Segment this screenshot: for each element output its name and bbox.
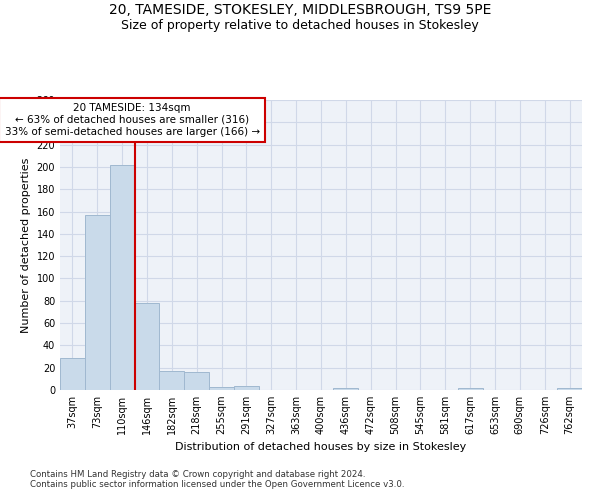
Text: Contains HM Land Registry data © Crown copyright and database right 2024.
Contai: Contains HM Land Registry data © Crown c… <box>30 470 404 490</box>
Y-axis label: Number of detached properties: Number of detached properties <box>21 158 31 332</box>
Bar <box>134 303 160 390</box>
Bar <box>60 358 85 390</box>
Bar <box>184 372 209 390</box>
Bar <box>458 388 482 390</box>
Bar <box>234 386 259 390</box>
Text: Size of property relative to detached houses in Stokesley: Size of property relative to detached ho… <box>121 18 479 32</box>
Bar <box>85 215 110 390</box>
Text: 20 TAMESIDE: 134sqm
← 63% of detached houses are smaller (316)
33% of semi-detac: 20 TAMESIDE: 134sqm ← 63% of detached ho… <box>5 104 260 136</box>
Bar <box>160 371 184 390</box>
Bar <box>209 386 234 390</box>
Text: 20, TAMESIDE, STOKESLEY, MIDDLESBROUGH, TS9 5PE: 20, TAMESIDE, STOKESLEY, MIDDLESBROUGH, … <box>109 2 491 16</box>
Text: Distribution of detached houses by size in Stokesley: Distribution of detached houses by size … <box>175 442 467 452</box>
Bar <box>557 388 582 390</box>
Bar <box>334 388 358 390</box>
Bar <box>110 164 134 390</box>
